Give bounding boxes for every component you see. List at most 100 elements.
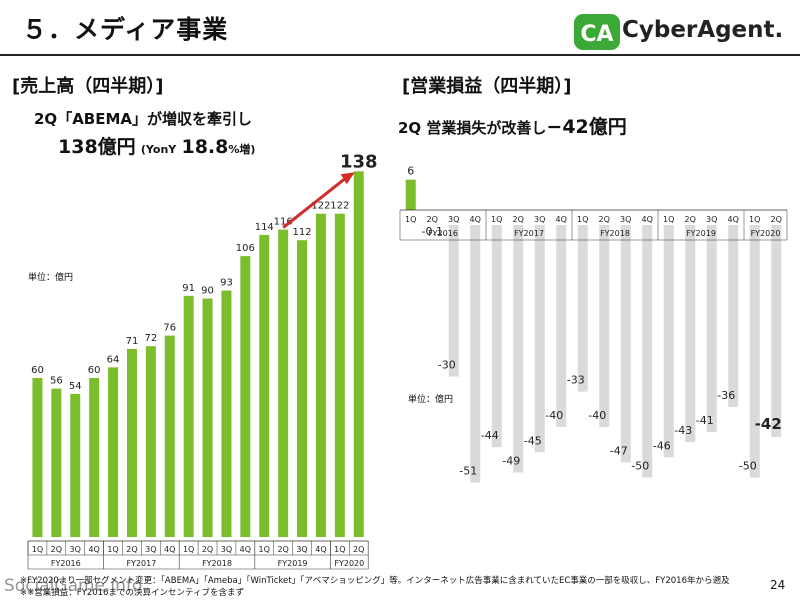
operating-quarter-label-1: 1Q [405,215,416,224]
revenue-fy-label-2: FY2017 [126,559,156,568]
revenue-data-label-2: 56 [50,376,63,387]
revenue-bar-1 [32,378,43,537]
operating-data-label-18: -42 [755,415,782,433]
revenue-quarter-label-10: 2Q [202,545,213,554]
operating-fy-label-5: FY2020 [751,229,781,238]
operating-fy-label-3: FY2018 [600,229,630,238]
revenue-data-label-11: 93 [220,278,233,289]
revenue-bar-8 [164,335,175,537]
footnote-segment-change: ※FY2020より一部セグメント変更：「ABEMA」「Ameba」「WinTic… [20,576,730,586]
revenue-bar-9 [183,295,194,537]
revenue-data-label-3: 54 [69,381,82,392]
revenue-quarter-label-3: 3Q [70,545,81,554]
revenue-bar-3 [70,393,81,537]
cyberagent-logo: CA CyberAgent. [574,14,794,50]
revenue-yoy-label: (YonY [140,143,177,156]
title-divider [0,54,800,56]
operating-quarter-label-13: 1Q [663,215,674,224]
operating-quarter-label-8: 4Q [556,215,567,224]
revenue-bar-16 [315,213,326,537]
operating-bar-9 [577,225,588,392]
revenue-quarter-label-6: 2Q [126,545,137,554]
revenue-bar-2 [51,388,62,537]
revenue-growth-arrowhead [340,172,355,185]
revenue-growth-arrow [282,176,348,229]
operating-quarter-label-11: 3Q [620,215,631,224]
revenue-data-label-4: 60 [88,365,101,376]
operating-quarter-label-10: 2Q [599,215,610,224]
operating-bar-13 [663,225,674,458]
operating-data-label-11: -47 [610,444,628,457]
revenue-data-label-16: 122 [311,201,330,212]
revenue-bar-13 [259,234,270,537]
operating-data-label-15: -41 [696,414,714,427]
operating-data-label-7: -45 [524,434,542,447]
revenue-quarter-label-1: 1Q [32,545,43,554]
revenue-data-label-12: 106 [236,243,255,254]
revenue-quarter-label-4: 4Q [88,545,99,554]
operating-bar-10 [599,225,610,427]
operating-bar-1 [405,179,416,210]
revenue-data-label-8: 76 [163,323,176,334]
operating-data-label-2: -0.1 [422,225,443,238]
revenue-subtitle-line2: 138億円 (YonY 18.8%増) [58,132,255,159]
revenue-data-label-5: 64 [107,354,120,365]
operating-data-label-12: -50 [631,460,649,473]
revenue-bar-14 [278,229,289,537]
revenue-data-label-10: 90 [201,286,214,297]
operating-quarter-label-2: 2Q [427,215,438,224]
revenue-bar-7 [145,346,156,537]
operating-bar-5 [491,225,502,448]
operating-quarter-label-6: 2Q [513,215,524,224]
operating-data-label-6: -49 [502,454,520,467]
revenue-data-label-14: 116 [274,217,293,228]
revenue-data-label-13: 114 [255,222,274,233]
revenue-quarter-label-5: 1Q [107,545,118,554]
revenue-data-label-9: 91 [182,283,195,294]
page-title: ５．メディア事業 [22,15,229,44]
logo-text: CyberAgent. [622,17,784,43]
operating-quarter-label-17: 1Q [749,215,760,224]
revenue-quarter-label-9: 1Q [183,545,194,554]
revenue-quarter-label-2: 2Q [51,545,62,554]
revenue-quarter-label-16: 4Q [315,545,326,554]
revenue-quarter-label-17: 1Q [334,545,345,554]
operating-data-label-4: -51 [459,465,477,478]
operating-quarter-label-18: 2Q [771,215,782,224]
revenue-quarter-label-11: 3Q [221,545,232,554]
operating-quarter-label-16: 4Q [728,215,739,224]
revenue-yoy-pct: 18.8 [181,136,229,158]
operating-data-label-17: -50 [739,460,757,473]
revenue-bar-6 [126,348,137,537]
revenue-quarter-label-7: 3Q [145,545,156,554]
revenue-quarter-label-14: 2Q [277,545,288,554]
operating-bar-8 [556,225,567,427]
operating-subtitle: 2Q 営業損失が改善し−42億円 [398,112,627,139]
operating-section-title: [営業損益（四半期）] [402,76,572,97]
operating-bar-11 [620,225,631,463]
operating-quarter-label-3: 3Q [448,215,459,224]
revenue-bar-5 [108,367,119,537]
revenue-fy-label-5: FY2020 [334,559,364,568]
operating-data-label-10: -40 [588,409,606,422]
revenue-bar-12 [240,256,251,537]
operating-quarter-label-7: 3Q [534,215,545,224]
revenue-yoy-suffix: %増) [228,143,256,156]
revenue-data-label-7: 72 [144,333,157,344]
revenue-subtitle-line1: 2Q「ABEMA」が増収を牽引し [34,110,253,128]
operating-data-label-8: -40 [545,409,563,422]
revenue-data-label-15: 112 [293,227,312,238]
revenue-quarter-label-12: 4Q [240,545,251,554]
ca-logo-mark-icon: CA [574,14,620,50]
operating-fy-label-1: FY2016 [428,229,458,238]
revenue-data-label-1: 60 [31,365,44,376]
page-number: 24 [770,578,786,592]
revenue-quarter-label-13: 1Q [259,545,270,554]
operating-fy-label-4: FY2019 [686,229,716,238]
operating-quarter-label-4: 4Q [470,215,481,224]
watermark: SocialGame.info [4,576,143,596]
operating-highlight-value: −42億円 [546,116,627,138]
revenue-bar-15 [297,240,308,537]
